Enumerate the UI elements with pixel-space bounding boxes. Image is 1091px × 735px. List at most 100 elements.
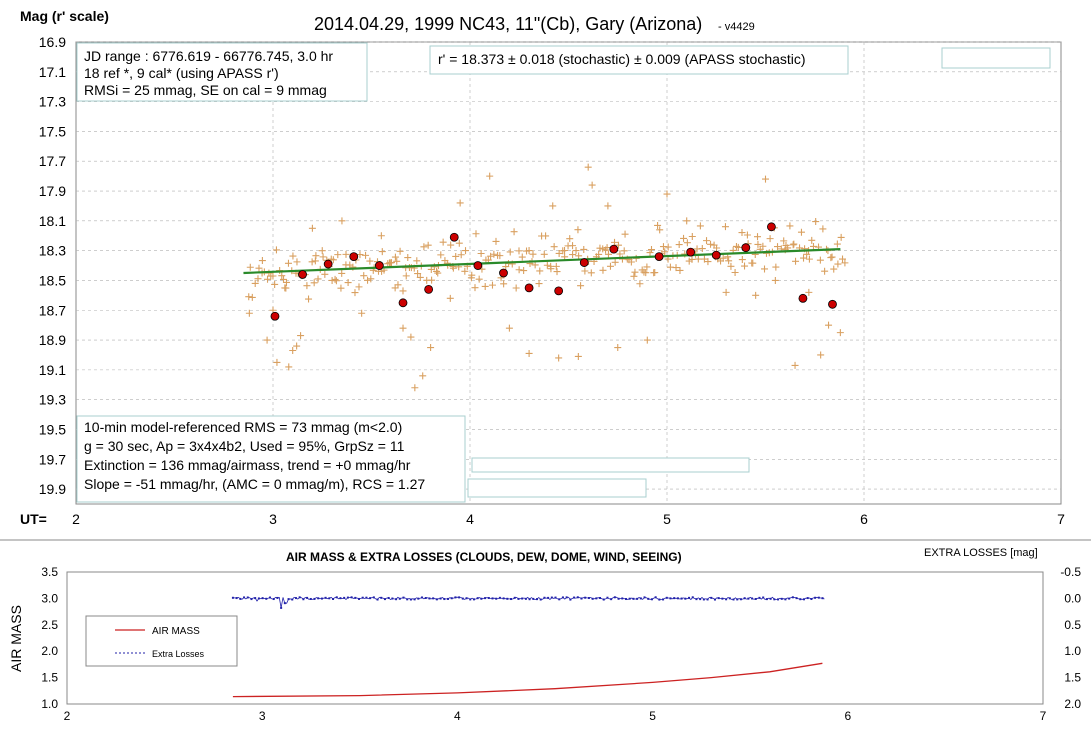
plus-marker [580, 245, 588, 253]
plus-marker [620, 247, 628, 255]
empty-box-3 [467, 478, 647, 498]
plus-marker [743, 231, 751, 239]
plus-marker [555, 354, 563, 362]
plus-marker [643, 263, 651, 271]
top-y-tick-label: 17.5 [39, 123, 66, 139]
extra-losses-marker [539, 598, 542, 601]
plus-marker [797, 228, 805, 236]
plus-marker [741, 262, 749, 270]
extra-losses-marker [421, 596, 424, 599]
bottom-right-tick-label: 1.0 [1064, 644, 1081, 658]
plus-marker [627, 258, 635, 266]
plus-marker [839, 255, 847, 263]
plus-marker [752, 291, 760, 299]
extra-losses-marker [294, 597, 297, 600]
plus-marker [830, 265, 838, 273]
extra-losses-marker [676, 597, 679, 600]
info-box-2 [429, 45, 849, 75]
extra-losses-marker [610, 598, 613, 601]
plus-marker [734, 243, 742, 251]
extra-losses-marker [595, 597, 598, 600]
extra-losses-marker [769, 597, 772, 600]
bottom-left-y-ticks: 3.5 3.0 2.5 2.0 1.5 1.0 [41, 565, 58, 711]
plus-marker [318, 247, 326, 255]
plus-marker [332, 277, 340, 285]
plus-marker [399, 287, 407, 295]
extra-losses-marker [710, 596, 713, 599]
bottom-x-tick-label: 5 [649, 709, 656, 723]
extra-losses-marker [702, 598, 705, 601]
plus-marker [447, 241, 455, 249]
extra-losses-marker [369, 597, 372, 600]
plus-marker [817, 351, 825, 359]
plus-marker [611, 258, 619, 266]
bottom-right-tick-label: 1.5 [1064, 671, 1081, 685]
extra-losses-marker [695, 598, 698, 601]
plus-marker [338, 217, 346, 225]
extra-losses-marker [461, 597, 464, 600]
plus-marker [731, 269, 739, 276]
plus-marker [549, 202, 557, 210]
extra-losses-marker [280, 606, 283, 609]
extra-losses-marker [647, 597, 650, 600]
extra-losses-marker [662, 598, 665, 601]
top-y-tick-label: 19.5 [39, 421, 66, 437]
plus-marker [569, 242, 577, 250]
extra-losses-marker [361, 596, 364, 599]
extra-losses-marker [658, 598, 661, 601]
plus-marker [791, 361, 799, 369]
plus-marker [595, 250, 603, 258]
plus-marker [520, 267, 528, 275]
plus-marker [334, 251, 342, 259]
plus-marker [766, 235, 774, 243]
plus-marker [803, 250, 811, 258]
plus-marker [510, 228, 518, 236]
plus-marker [535, 280, 543, 288]
extra-losses-marker [628, 597, 631, 600]
mean-dot [579, 258, 589, 267]
plus-marker [437, 251, 445, 259]
extra-losses-marker [728, 597, 731, 600]
plus-marker [319, 253, 327, 261]
top-y-ticks: 16.9 17.1 17.3 17.5 17.7 17.9 18.1 18.3 18.5 18.7… [39, 34, 66, 497]
plus-marker [355, 283, 363, 291]
extra-losses-marker [535, 598, 538, 601]
plus-marker [455, 239, 463, 247]
plus-marker [452, 252, 460, 260]
plus-marker [603, 244, 611, 252]
extra-losses-marker [332, 598, 335, 601]
extra-losses-marker [472, 598, 475, 601]
extra-losses-marker [398, 597, 401, 600]
extra-losses-marker [591, 597, 594, 600]
plus-marker [780, 237, 788, 245]
plus-marker [461, 267, 469, 275]
extra-losses-marker [684, 597, 687, 600]
plus-marker [525, 349, 533, 357]
extra-losses-marker [550, 596, 553, 599]
extra-losses-marker [357, 597, 360, 600]
extra-losses-marker [821, 597, 824, 600]
plus-marker [506, 248, 514, 256]
extra-losses-marker [624, 598, 627, 601]
plus-marker [338, 269, 346, 277]
extra-losses-marker [669, 597, 672, 600]
plus-marker [404, 254, 412, 262]
top-y-axis-label: Mag (r' scale) [20, 8, 109, 24]
extra-losses-marker [639, 597, 642, 600]
extra-losses-marker [576, 596, 579, 599]
extra-losses-marker [780, 597, 783, 600]
extra-losses-marker [569, 598, 572, 601]
extra-losses-marker [243, 596, 246, 599]
top-y-tick-label: 17.3 [39, 94, 66, 110]
plus-marker [774, 243, 782, 251]
plus-marker [337, 284, 345, 292]
plus-marker [331, 275, 339, 283]
extra-losses-marker [413, 598, 416, 601]
extra-losses-marker [502, 597, 505, 600]
extra-losses-marker [484, 597, 487, 600]
extra-losses-marker [521, 597, 524, 600]
extra-losses-marker [765, 598, 768, 601]
extra-losses-marker [458, 596, 461, 599]
plus-marker [414, 270, 422, 278]
extra-losses-marker [250, 598, 253, 601]
